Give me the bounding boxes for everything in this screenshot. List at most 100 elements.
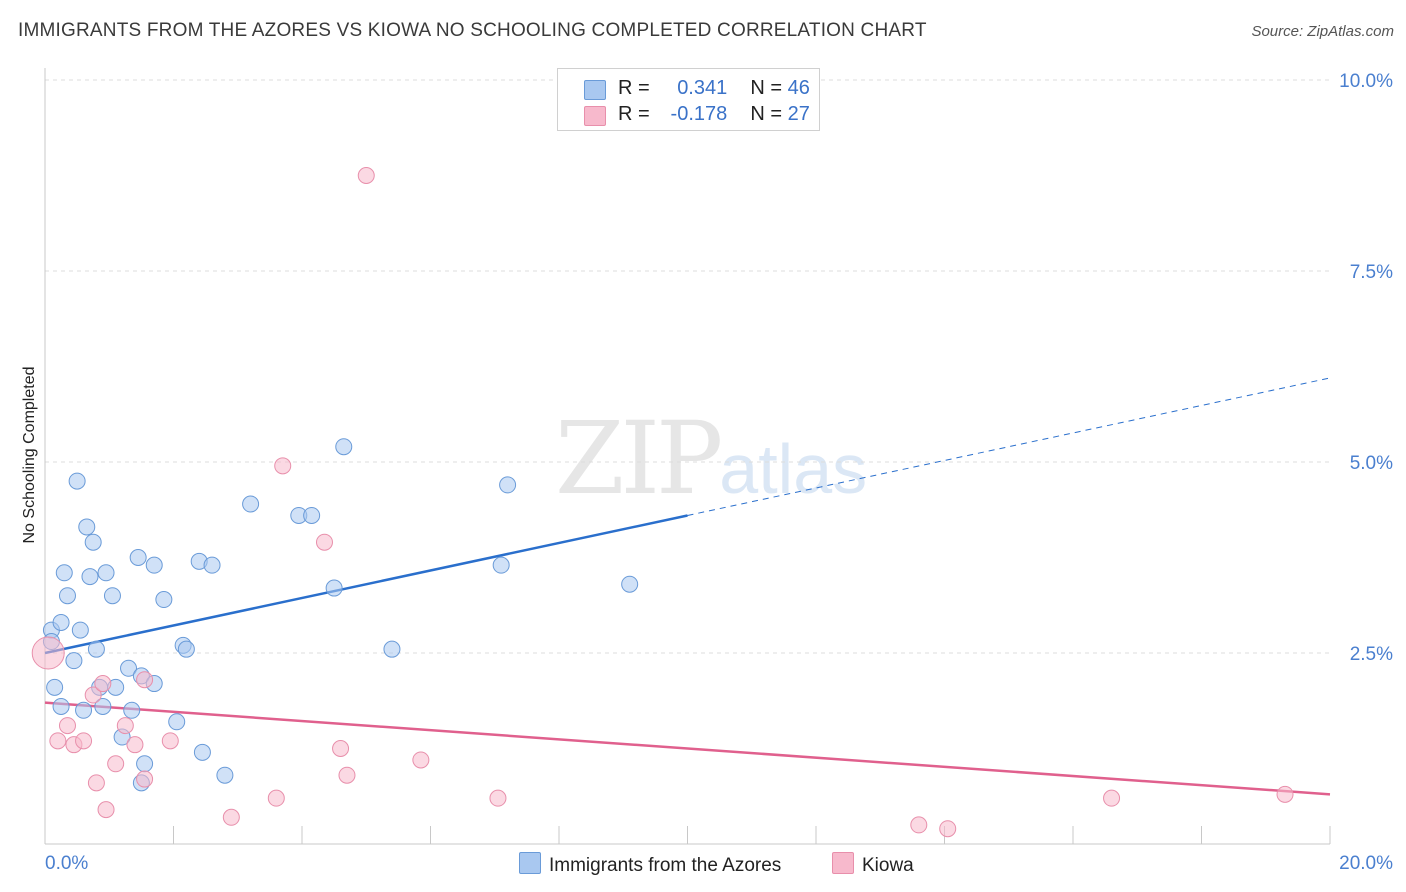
point-azores bbox=[78, 518, 96, 536]
point-kiowa bbox=[136, 671, 154, 689]
point-kiowa bbox=[31, 636, 65, 670]
bottom-legend-label-kiowa: Kiowa bbox=[862, 855, 914, 876]
trend-lines bbox=[44, 377, 1331, 796]
bottom-legend-swatch-kiowa bbox=[832, 852, 854, 874]
point-azores bbox=[492, 556, 510, 574]
point-azores bbox=[123, 701, 141, 719]
bottom-legend-kiowa: Kiowa bbox=[832, 852, 914, 877]
point-azores bbox=[94, 697, 112, 715]
tick-labels: 2.5% 5.0% 7.5% 10.0% 0.0% 20.0% bbox=[45, 71, 1393, 874]
point-azores bbox=[499, 476, 517, 494]
y-tick-label: 7.5% bbox=[1350, 262, 1393, 283]
point-azores bbox=[325, 579, 343, 597]
point-azores bbox=[168, 713, 186, 731]
point-azores bbox=[129, 549, 147, 566]
legend-text-azores: R = 0.341 N = 46 bbox=[618, 77, 810, 100]
point-azores bbox=[216, 766, 234, 784]
point-kiowa bbox=[939, 820, 957, 838]
point-kiowa bbox=[87, 774, 105, 792]
point-kiowa bbox=[49, 732, 67, 750]
point-kiowa bbox=[1103, 789, 1121, 807]
point-azores bbox=[335, 438, 353, 456]
x-tick-label-max: 20.0% bbox=[1339, 853, 1393, 874]
point-kiowa bbox=[84, 686, 102, 704]
point-kiowa bbox=[58, 717, 76, 735]
y-tick-label: 10.0% bbox=[1339, 71, 1393, 92]
bottom-legend-swatch-azores bbox=[519, 852, 541, 874]
point-kiowa bbox=[338, 766, 356, 784]
point-azores bbox=[58, 587, 76, 605]
point-azores bbox=[55, 564, 73, 582]
axes bbox=[44, 68, 1331, 845]
point-azores bbox=[84, 533, 102, 551]
point-azores bbox=[193, 743, 211, 761]
bottom-legend-label-azores: Immigrants from the Azores bbox=[549, 855, 782, 876]
point-azores bbox=[46, 678, 64, 696]
point-kiowa bbox=[136, 770, 154, 788]
watermark-atlas: atlas bbox=[719, 430, 868, 508]
point-azores bbox=[52, 613, 70, 631]
point-kiowa bbox=[274, 457, 292, 475]
legend-text-kiowa: R = -0.178 N = 27 bbox=[618, 103, 810, 126]
y-tick-label: 2.5% bbox=[1350, 644, 1393, 665]
point-azores bbox=[103, 587, 121, 605]
legend-r-label: R = bbox=[618, 103, 650, 125]
point-kiowa bbox=[315, 533, 333, 551]
trend-line-azores-extension bbox=[687, 377, 1331, 516]
point-kiowa bbox=[357, 167, 375, 184]
y-tick-label: 5.0% bbox=[1350, 453, 1393, 474]
legend-box: R = 0.341 N = 46 R = -0.178 N = 27 bbox=[557, 68, 820, 131]
point-azores bbox=[81, 568, 99, 586]
point-azores bbox=[65, 652, 83, 670]
bottom-legend-azores: Immigrants from the Azores bbox=[519, 852, 781, 877]
point-azores bbox=[75, 701, 93, 719]
point-kiowa bbox=[910, 816, 928, 834]
point-azores bbox=[303, 506, 321, 524]
legend-r-label: R = bbox=[618, 77, 650, 99]
legend-n-value: 27 bbox=[787, 103, 810, 125]
trend-line-azores bbox=[44, 514, 688, 655]
point-kiowa bbox=[161, 732, 179, 750]
point-azores bbox=[97, 564, 115, 582]
point-azores bbox=[120, 659, 138, 677]
point-kiowa bbox=[116, 717, 134, 735]
point-azores bbox=[71, 621, 89, 639]
legend-r-value: -0.178 bbox=[670, 103, 728, 125]
point-azores bbox=[136, 755, 154, 773]
point-azores bbox=[383, 640, 401, 658]
watermark-zip: ZIP bbox=[555, 400, 723, 517]
point-azores bbox=[52, 697, 70, 715]
point-kiowa bbox=[75, 732, 93, 750]
point-azores bbox=[155, 591, 173, 609]
point-azores bbox=[87, 640, 105, 658]
point-kiowa bbox=[107, 755, 125, 773]
point-azores bbox=[621, 575, 639, 593]
y-axis-label: No Schooling Completed bbox=[21, 367, 38, 544]
gridlines bbox=[45, 79, 1330, 654]
legend-swatch-azores bbox=[584, 80, 606, 100]
x-tick-label-min: 0.0% bbox=[45, 853, 88, 874]
point-kiowa bbox=[222, 808, 240, 826]
point-kiowa bbox=[412, 751, 430, 769]
legend-n-label: N = bbox=[750, 103, 783, 125]
legend-swatch-kiowa bbox=[584, 106, 606, 126]
point-kiowa bbox=[332, 740, 350, 757]
legend-r-value: 0.341 bbox=[677, 77, 728, 99]
point-kiowa bbox=[267, 789, 285, 807]
legend-n-value: 46 bbox=[787, 77, 810, 99]
trend-line-kiowa bbox=[44, 701, 1331, 796]
point-kiowa bbox=[489, 789, 507, 807]
point-azores bbox=[68, 472, 86, 490]
point-kiowa bbox=[126, 736, 144, 754]
point-azores bbox=[145, 556, 163, 574]
point-kiowa bbox=[94, 675, 112, 693]
point-kiowa bbox=[97, 801, 115, 819]
data-points bbox=[31, 167, 1294, 838]
source-label: Source: ZipAtlas.com bbox=[1251, 23, 1394, 40]
point-kiowa bbox=[1276, 785, 1294, 803]
point-azores bbox=[177, 640, 195, 658]
watermark: ZIPatlas bbox=[555, 400, 867, 517]
chart-title: IMMIGRANTS FROM THE AZORES VS KIOWA NO S… bbox=[18, 20, 927, 41]
legend-n-label: N = bbox=[750, 77, 783, 99]
